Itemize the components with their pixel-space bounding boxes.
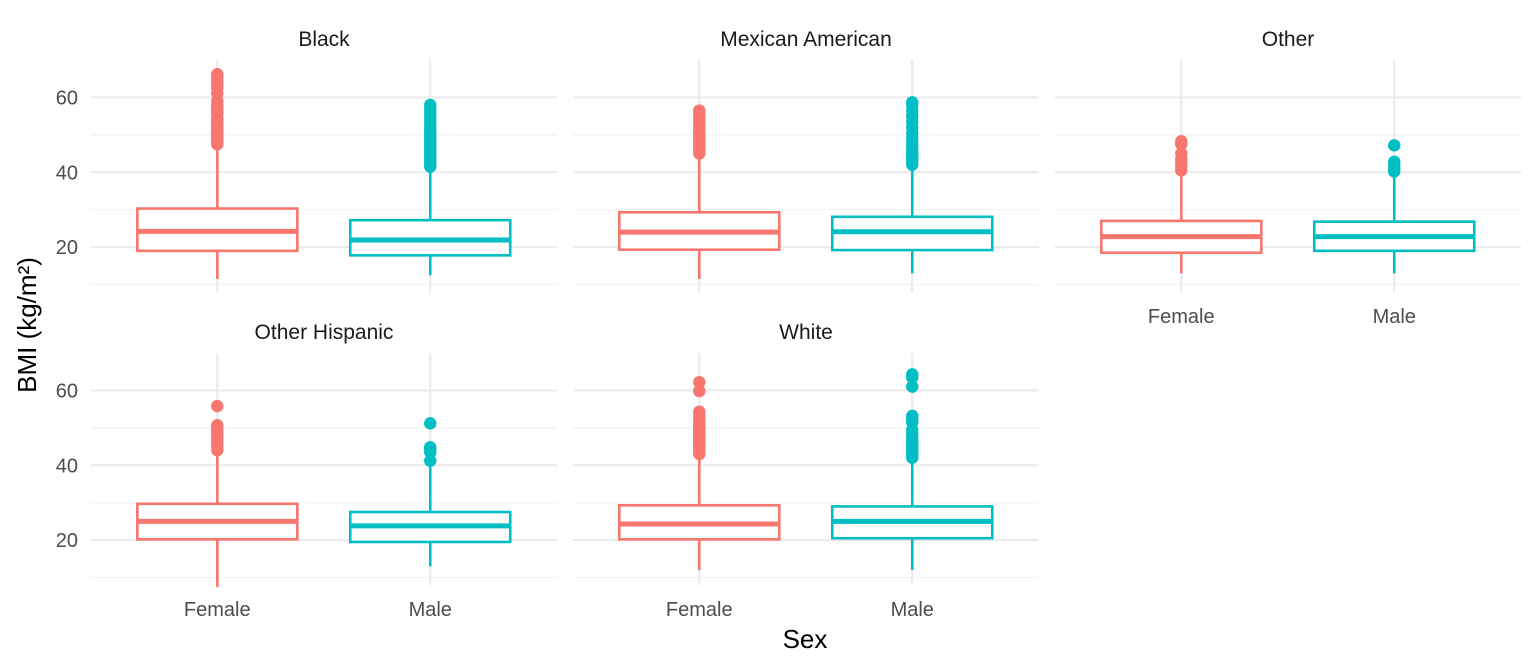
box-female <box>135 68 299 279</box>
box-female <box>1099 135 1263 274</box>
panel-other-hispanic: Other Hispanic 20 40 60 Female Male <box>56 321 557 621</box>
box-male <box>830 96 994 274</box>
outlier-point <box>1388 155 1401 168</box>
x-tick-label: Female <box>666 599 733 621</box>
y-tick-label: 60 <box>56 87 78 109</box>
outlier-point <box>1175 135 1188 148</box>
box-male <box>348 417 512 567</box>
y-tick-label: 40 <box>56 162 78 184</box>
facet-title: Other <box>1262 28 1315 51</box>
facet-title: White <box>779 321 833 344</box>
box-male <box>348 98 512 276</box>
x-axis-title: Sex <box>783 624 828 654</box>
outlier-point <box>424 454 437 467</box>
outlier-point <box>424 98 437 112</box>
outlier-point <box>906 409 919 423</box>
outlier-point <box>424 441 437 454</box>
box-male <box>1312 139 1476 274</box>
panel-black: Black 20 40 60 <box>56 28 557 292</box>
panel-white: White Female Male <box>573 321 1039 621</box>
box-female <box>617 375 781 571</box>
facet-title: Black <box>298 28 350 51</box>
y-tick-label: 60 <box>56 380 78 402</box>
box-female <box>617 104 781 279</box>
outlier-point <box>906 380 919 393</box>
facet-title: Mexican American <box>720 28 892 51</box>
outlier-point <box>211 419 224 432</box>
x-tick-label: Male <box>1373 306 1416 328</box>
y-tick-label: 20 <box>56 237 78 259</box>
outlier-point <box>906 96 919 109</box>
outlier-point <box>1388 139 1401 152</box>
outlier-point <box>693 405 706 418</box>
panel-mexican-american: Mexican American <box>573 28 1039 292</box>
y-tick-label: 20 <box>56 530 78 552</box>
box-female <box>135 399 299 587</box>
y-axis-title: BMI (kg/m²) <box>12 257 42 393</box>
outlier-point <box>693 384 706 398</box>
x-tick-label: Female <box>1148 306 1215 328</box>
outlier-point <box>693 375 706 389</box>
outlier-point <box>1175 147 1188 160</box>
outlier-point <box>906 368 919 381</box>
outlier-point <box>693 104 706 117</box>
panel-other: Other Female Male <box>1055 28 1521 328</box>
y-tick-label: 40 <box>56 455 78 477</box>
facet-title: Other Hispanic <box>255 321 394 344</box>
x-tick-label: Female <box>184 599 251 621</box>
x-tick-label: Male <box>891 599 934 621</box>
outlier-point <box>424 417 437 430</box>
outlier-point <box>211 68 224 81</box>
outlier-point <box>211 399 224 413</box>
panels-layer: Black 20 40 60 Mexican American Other Female Ma… <box>56 28 1521 621</box>
box-male <box>830 368 994 571</box>
x-tick-label: Male <box>409 599 452 621</box>
